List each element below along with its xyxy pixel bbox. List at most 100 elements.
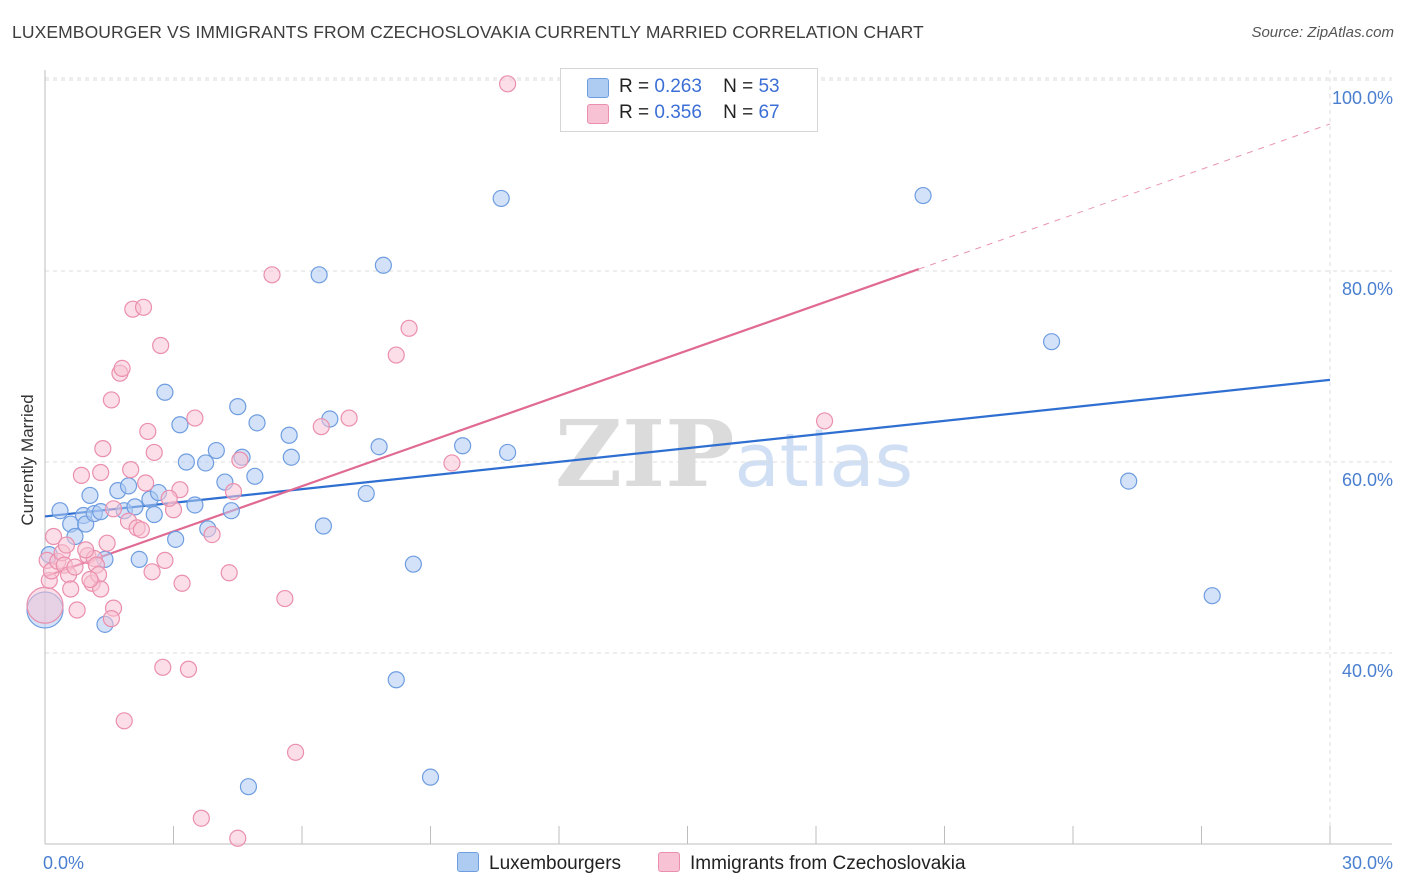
point-luxembourgers <box>222 502 240 520</box>
point-czechoslovakia <box>286 743 305 761</box>
watermark: ZIPatlas <box>555 400 913 508</box>
point-luxembourgers <box>177 453 195 471</box>
point-luxembourgers <box>156 383 174 401</box>
y-tick-label: 60.0% <box>1342 470 1393 490</box>
point-czechoslovakia <box>340 409 358 427</box>
point-luxembourgers <box>51 502 69 520</box>
point-czechoslovakia <box>400 319 418 337</box>
point-luxembourgers <box>145 505 163 524</box>
point-czechoslovakia <box>44 527 63 546</box>
point-czechoslovakia <box>94 440 112 458</box>
point-luxembourgers <box>171 416 189 434</box>
point-czechoslovakia <box>104 500 123 518</box>
trend-line-czechoslovakia <box>44 268 920 578</box>
point-czechoslovakia <box>98 534 116 552</box>
point-czechoslovakia <box>186 409 204 427</box>
point-czechoslovakia <box>156 551 174 569</box>
point-czechoslovakia <box>443 454 461 472</box>
point-czechoslovakia <box>145 443 163 462</box>
point-luxembourgers <box>374 256 392 274</box>
point-czechoslovakia <box>203 525 221 544</box>
point-luxembourgers <box>248 414 266 432</box>
point-luxembourgers <box>246 467 264 485</box>
point-luxembourgers <box>492 189 510 208</box>
legend-swatch-blue <box>587 78 609 98</box>
point-luxembourgers <box>387 671 405 689</box>
x-tick-label: 30.0% <box>1342 853 1393 873</box>
point-luxembourgers <box>499 443 517 462</box>
point-luxembourgers <box>119 477 138 495</box>
point-czechoslovakia <box>276 589 294 608</box>
point-luxembourgers <box>370 438 388 456</box>
data-points <box>26 75 1221 847</box>
point-czechoslovakia <box>77 541 95 559</box>
point-czechoslovakia <box>115 712 133 730</box>
point-luxembourgers <box>310 266 328 284</box>
point-czechoslovakia <box>62 580 80 598</box>
point-czechoslovakia <box>92 580 110 598</box>
point-czechoslovakia <box>137 474 155 492</box>
point-czechoslovakia <box>92 463 110 482</box>
point-czechoslovakia <box>143 563 161 581</box>
point-czechoslovakia <box>173 574 191 592</box>
point-czechoslovakia <box>66 558 84 576</box>
point-czechoslovakia <box>81 570 99 589</box>
point-luxembourgers <box>239 778 258 796</box>
axes <box>44 70 1392 845</box>
bottom-legend-czechoslovakia: Immigrants from Czechoslovakia <box>658 852 966 875</box>
point-luxembourgers <box>914 186 932 205</box>
y-tick-label: 40.0% <box>1342 661 1393 681</box>
watermark-atlas: atlas <box>734 418 914 504</box>
point-luxembourgers <box>130 550 148 569</box>
point-luxembourgers <box>1042 333 1061 351</box>
point-luxembourgers <box>1203 587 1221 605</box>
point-czechoslovakia <box>57 536 76 554</box>
point-luxembourgers <box>282 448 300 466</box>
point-luxembourgers <box>404 555 422 573</box>
legend-n-value: 53 <box>758 76 780 97</box>
point-luxembourgers <box>280 426 298 444</box>
point-czechoslovakia <box>72 466 91 484</box>
legend-swatch-pink <box>658 852 680 872</box>
point-luxembourgers <box>357 484 375 503</box>
point-czechoslovakia <box>224 483 243 501</box>
y-tick-label: 80.0% <box>1342 279 1393 299</box>
point-luxembourgers <box>314 517 333 535</box>
bottom-legend-luxembourgers: Luxembourgers <box>457 852 621 875</box>
point-luxembourgers <box>229 398 247 416</box>
tick-labels: 40.0% 60.0% 80.0% 100.0% 0.0% 30.0% <box>43 88 1393 873</box>
point-czechoslovakia <box>113 359 131 378</box>
point-czechoslovakia <box>139 422 157 441</box>
trend-line-luxembourgers <box>44 378 1331 518</box>
point-luxembourgers <box>421 768 440 786</box>
point-czechoslovakia <box>152 336 170 355</box>
point-czechoslovakia <box>68 601 86 619</box>
point-czechoslovakia <box>102 610 120 628</box>
point-czechoslovakia <box>229 829 247 847</box>
point-luxembourgers <box>126 498 144 516</box>
point-luxembourgers <box>197 454 215 472</box>
point-luxembourgers <box>186 496 204 514</box>
point-czechoslovakia <box>179 660 198 678</box>
point-luxembourgers <box>1120 472 1138 490</box>
y-tick-label: 100.0% <box>1332 88 1393 108</box>
legend-n-value: 67 <box>758 102 780 123</box>
point-czechoslovakia <box>220 564 238 582</box>
x-tick-label: 0.0% <box>43 853 84 873</box>
watermark-zip: ZIP <box>555 400 735 508</box>
legend-n-label: N = <box>723 102 754 123</box>
chart-title: LUXEMBOURGER VS IMMIGRANTS FROM CZECHOSL… <box>12 22 924 42</box>
point-czechoslovakia <box>815 412 834 430</box>
legend-r-value: 0.263 <box>654 76 702 97</box>
correlation-legend: R = 0.263 N = 53 R = 0.356 N = 67 <box>560 68 818 132</box>
point-luxembourgers <box>167 530 185 548</box>
point-czechoslovakia <box>26 586 64 624</box>
point-czechoslovakia <box>499 75 517 93</box>
legend-label: Immigrants from Czechoslovakia <box>690 853 966 874</box>
point-czechoslovakia <box>102 391 120 409</box>
legend-r-label: R = <box>619 102 650 123</box>
source-credit: Source: ZipAtlas.com <box>1251 24 1394 41</box>
point-czechoslovakia <box>192 809 210 827</box>
legend-swatch-blue <box>457 852 479 872</box>
